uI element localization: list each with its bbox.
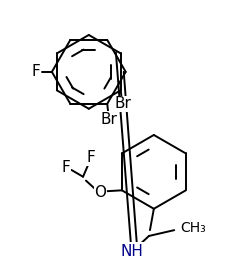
Text: NH: NH bbox=[120, 244, 142, 259]
Text: F: F bbox=[32, 64, 41, 79]
Text: O: O bbox=[94, 185, 106, 200]
Text: CH₃: CH₃ bbox=[179, 221, 205, 235]
Text: Br: Br bbox=[114, 96, 131, 111]
Text: Br: Br bbox=[100, 112, 117, 127]
Text: F: F bbox=[86, 150, 95, 165]
Text: F: F bbox=[61, 160, 70, 175]
